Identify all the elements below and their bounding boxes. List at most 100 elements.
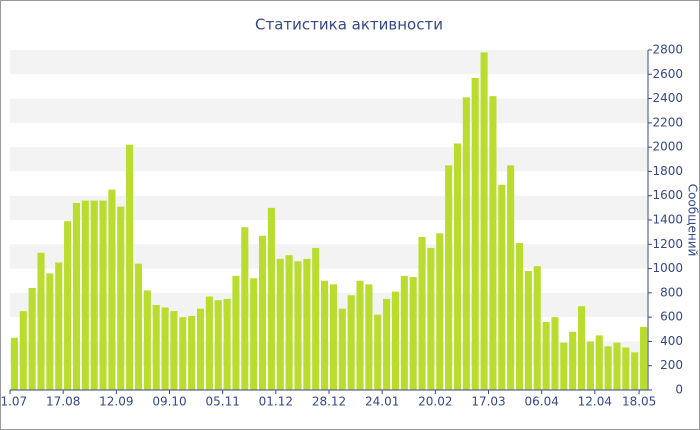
- grid-band: [10, 341, 648, 366]
- x-tick-label: 17.08: [46, 395, 80, 409]
- y-axis-label: Сообщений: [686, 184, 700, 257]
- bar: [267, 207, 275, 390]
- x-tick-label: 21.07: [0, 395, 27, 409]
- bar: [622, 347, 630, 390]
- x-tick-label: 05.11: [205, 395, 239, 409]
- bar: [232, 275, 240, 390]
- bar: [577, 306, 586, 390]
- x-tick-label: 12.09: [99, 395, 133, 409]
- bar: [374, 314, 382, 390]
- bar: [498, 184, 506, 390]
- bar: [542, 322, 550, 390]
- bar: [391, 291, 400, 390]
- y-tick-label: 2000: [652, 140, 683, 154]
- bar: [28, 288, 36, 390]
- y-tick-label: 2800: [652, 43, 683, 57]
- bar: [46, 273, 54, 390]
- grid-band: [10, 195, 648, 220]
- bar: [205, 296, 213, 390]
- bar: [81, 200, 89, 390]
- y-tick-label: 2600: [652, 67, 683, 81]
- bar: [533, 266, 541, 390]
- bar: [409, 277, 417, 390]
- y-tick-label: 1200: [652, 237, 683, 251]
- bar: [108, 189, 116, 390]
- bar: [383, 298, 391, 390]
- bar: [321, 280, 329, 390]
- y-tick-label: 0: [675, 383, 683, 397]
- x-tick-label: 17.03: [471, 395, 505, 409]
- bar: [285, 255, 293, 390]
- bar: [427, 247, 435, 390]
- bar: [152, 305, 160, 390]
- y-tick-label: 1400: [652, 213, 683, 227]
- bar: [640, 326, 648, 390]
- bar: [560, 342, 568, 390]
- bar: [303, 258, 311, 390]
- bar: [134, 263, 143, 390]
- bar: [445, 165, 453, 390]
- bar: [569, 331, 577, 390]
- x-tick-label: 24.01: [365, 395, 399, 409]
- bar: [179, 317, 187, 390]
- y-tick-label: 800: [660, 285, 683, 299]
- x-tick-label: 09.10: [152, 395, 186, 409]
- x-tick-label: 06.04: [524, 395, 558, 409]
- grid-band: [10, 98, 648, 123]
- bar: [436, 233, 444, 390]
- y-tick-label: 400: [660, 334, 683, 348]
- y-tick-label: 2400: [652, 91, 683, 105]
- x-tick-label: 12.04: [578, 395, 612, 409]
- bar: [90, 200, 98, 390]
- grid-band: [10, 50, 648, 75]
- bar: [586, 341, 594, 390]
- bar: [99, 200, 107, 390]
- bar: [356, 280, 364, 390]
- bar: [223, 298, 231, 390]
- bar: [329, 284, 337, 390]
- x-tick-label: 20.02: [418, 395, 452, 409]
- bar: [462, 97, 470, 390]
- x-tick-label: 28.12: [312, 395, 346, 409]
- grid-band: [10, 292, 648, 318]
- bar: [126, 144, 134, 390]
- x-tick-label: 18.05: [622, 395, 656, 409]
- bar: [418, 237, 426, 390]
- bar: [524, 271, 532, 390]
- bar: [400, 275, 408, 390]
- bar: [117, 206, 125, 390]
- bar: [10, 337, 18, 390]
- y-tick-label: 600: [660, 310, 683, 324]
- bar: [613, 342, 621, 390]
- bar: [365, 284, 373, 390]
- bar: [37, 252, 45, 390]
- bar: [143, 290, 151, 390]
- bar: [595, 335, 603, 390]
- bar: [515, 243, 524, 390]
- bar: [294, 261, 302, 390]
- bar: [480, 52, 488, 391]
- y-tick-label: 1800: [652, 164, 683, 178]
- y-tick-label: 2200: [652, 115, 683, 129]
- y-tick-label: 200: [660, 358, 683, 372]
- bar: [551, 317, 559, 390]
- bar: [507, 165, 515, 390]
- bar: [453, 143, 462, 390]
- x-tick-label: 01.12: [259, 395, 293, 409]
- bar: [64, 221, 72, 390]
- bar: [312, 247, 320, 390]
- bar: [471, 77, 479, 390]
- bar: [188, 315, 196, 390]
- bar: [631, 352, 639, 390]
- bar: [196, 308, 205, 390]
- bar: [170, 311, 178, 390]
- grid-band: [10, 244, 648, 269]
- bar: [241, 227, 249, 390]
- bar: [161, 307, 169, 390]
- bar: [19, 311, 27, 390]
- y-tick-label: 1000: [652, 261, 683, 275]
- bar: [72, 203, 81, 390]
- bar: [250, 278, 258, 390]
- bar: [258, 235, 267, 390]
